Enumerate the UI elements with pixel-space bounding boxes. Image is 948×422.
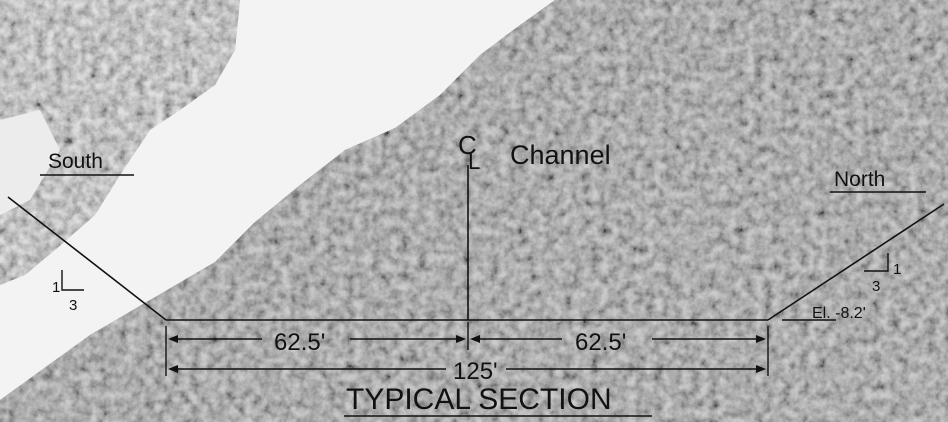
south-bank-slope-line bbox=[7, 196, 167, 321]
north-slope-run: 3 bbox=[872, 278, 880, 295]
arrow-right-half-end bbox=[756, 335, 766, 343]
south-bank-label-group: South bbox=[40, 150, 134, 176]
elevation-label: El. -8.2' bbox=[812, 305, 866, 322]
south-shore-clearing bbox=[0, 110, 60, 215]
channel-profile bbox=[7, 165, 945, 321]
dimensions bbox=[165, 322, 769, 376]
north-slope-triangle bbox=[864, 253, 889, 272]
south-slope-run: 3 bbox=[69, 297, 77, 314]
north-slope-indicator: 1 3 bbox=[864, 253, 901, 295]
dim-left-half-label: 62.5' bbox=[274, 329, 325, 356]
dim-total-label: 125' bbox=[453, 358, 498, 385]
centerline-symbol-c: C bbox=[458, 130, 477, 160]
section-title: TYPICAL SECTION bbox=[346, 383, 612, 416]
channel-label: Channel bbox=[510, 140, 611, 170]
arrow-left-half-start bbox=[168, 335, 178, 343]
north-slope-rise: 1 bbox=[893, 261, 901, 278]
north-bank-slope-line bbox=[767, 203, 945, 321]
south-slope-rise: 1 bbox=[52, 279, 60, 296]
arrow-total-end bbox=[756, 365, 766, 373]
centerline-marker: C L Channel bbox=[458, 130, 611, 174]
south-slope-indicator: 1 3 bbox=[52, 270, 84, 314]
north-bank-label-group: North bbox=[830, 168, 926, 193]
south-bank-label: South bbox=[48, 150, 103, 173]
elevation-callout: El. -8.2' bbox=[782, 305, 866, 322]
arrow-right-half-start bbox=[470, 335, 480, 343]
north-bank-label: North bbox=[834, 168, 885, 191]
south-slope-triangle bbox=[61, 270, 84, 291]
centerline-symbol-l: L bbox=[468, 149, 480, 174]
arrow-total-start bbox=[168, 365, 178, 373]
south-shore-texture bbox=[0, 0, 240, 285]
dim-right-half-label: 62.5' bbox=[575, 329, 626, 356]
arrow-left-half-end bbox=[456, 335, 466, 343]
section-title-group: TYPICAL SECTION bbox=[344, 383, 652, 417]
